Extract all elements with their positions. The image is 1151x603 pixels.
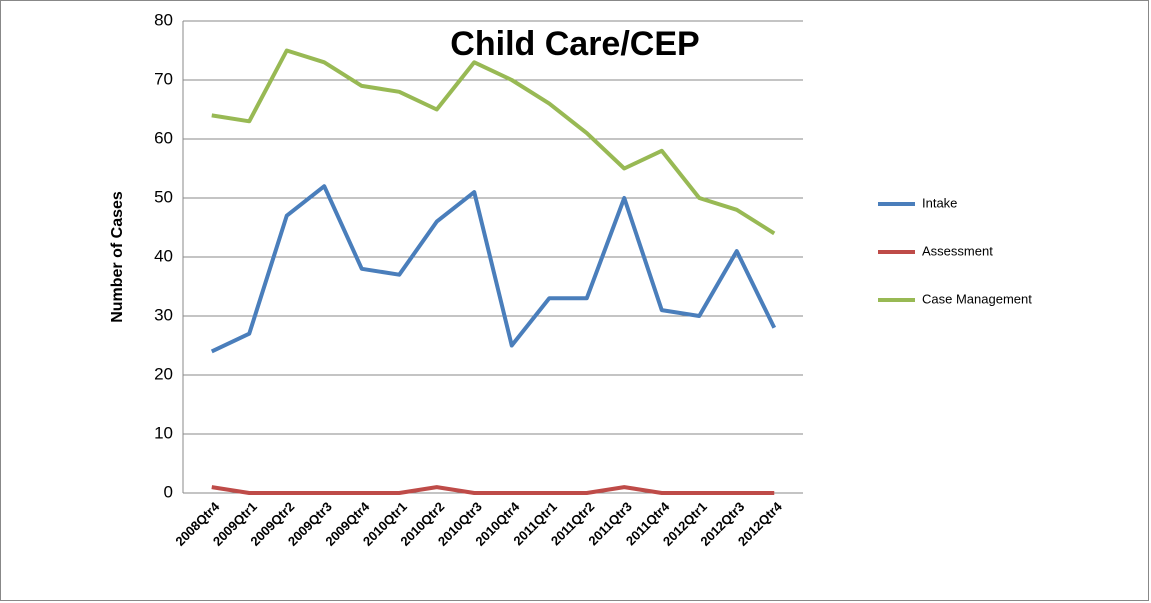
legend-label: Assessment: [922, 243, 993, 258]
y-tick-label: 10: [154, 423, 173, 442]
chart-title: Child Care/CEP: [450, 25, 699, 63]
y-tick-label: 50: [154, 187, 173, 206]
line-series: [210, 184, 777, 354]
y-tick-label: 80: [154, 10, 173, 29]
y-tick-label: 70: [154, 69, 173, 88]
y-tick-label: 0: [164, 482, 173, 501]
legend-label: Intake: [922, 195, 957, 210]
line-series: [211, 48, 776, 236]
y-tick-label: 20: [154, 364, 173, 383]
y-tick-label: 60: [154, 128, 173, 147]
y-tick-label: 30: [154, 305, 173, 324]
y-axis-label: Number of Cases: [109, 191, 126, 323]
line-series: [211, 485, 775, 495]
y-tick-label: 40: [154, 246, 173, 265]
legend-label: Case Management: [922, 291, 1032, 306]
